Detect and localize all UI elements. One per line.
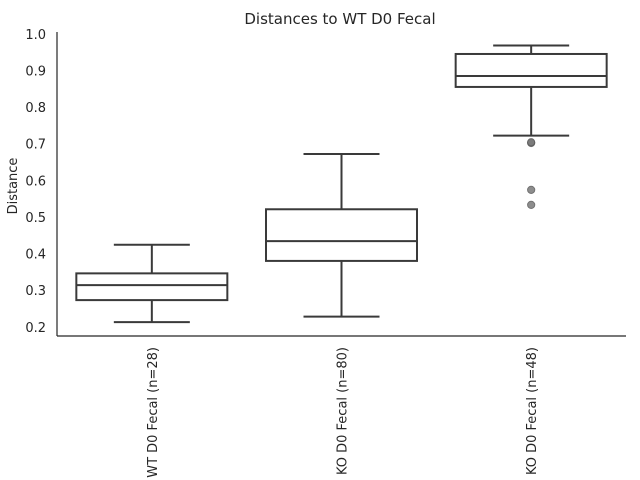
y-tick-label: 1.0 <box>25 28 46 43</box>
y-tick-label: 0.7 <box>25 138 46 153</box>
box-iqr <box>454 52 608 88</box>
box-iqr <box>75 272 229 302</box>
y-tick-label: 0.6 <box>25 174 46 189</box>
y-tick-label: 0.4 <box>25 248 46 263</box>
y-tick-label: 0.9 <box>25 64 46 79</box>
y-tick-label: 0.5 <box>25 211 46 226</box>
outlier-point <box>527 138 536 147</box>
x-tick-label: KO D0 Fecal (n=48) <box>525 347 540 475</box>
y-ticks: 0.2 0.3 0.4 0.5 0.6 0.7 0.8 0.9 1.0 <box>25 28 46 336</box>
box-iqr <box>265 208 418 262</box>
y-tick-label: 0.3 <box>25 284 46 299</box>
outlier-point <box>527 185 536 194</box>
y-axis-label: Distance <box>6 158 21 215</box>
box-group-3 <box>454 44 608 209</box>
box-group-2 <box>265 152 418 318</box>
outlier-point <box>527 200 536 209</box>
chart-title: Distances to WT D0 Fecal <box>244 10 435 28</box>
boxes <box>75 44 608 324</box>
y-tick-label: 0.2 <box>25 321 46 336</box>
axes <box>56 32 626 337</box>
x-ticks: WT D0 Fecal (n=28) KO D0 Fecal (n=80) KO D… <box>146 347 540 478</box>
y-tick-label: 0.8 <box>25 101 46 116</box>
x-tick-label: WT D0 Fecal (n=28) <box>146 347 161 478</box>
box-group-1 <box>75 243 229 324</box>
x-tick-label: KO D0 Fecal (n=80) <box>336 347 351 475</box>
